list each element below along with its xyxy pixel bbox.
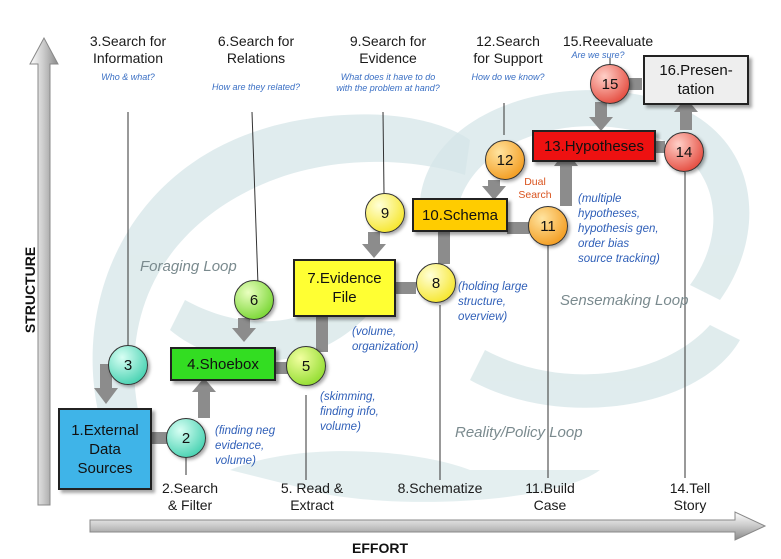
step-circle-14: 14 (664, 132, 704, 172)
label-search-information: 3.Search for Information (89, 33, 167, 66)
label-search-evidence: 9.Search for Evidence (349, 33, 427, 66)
hint-search-support: How do we know? (471, 72, 545, 82)
box-shoebox: 4.Shoebox (170, 347, 276, 381)
label-build-case: 11.Build Case (525, 480, 575, 513)
label-tell-story: 14.Tell Story (669, 480, 711, 513)
note-step-5: (skimming, finding info, volume) (320, 391, 379, 433)
structure-axis-label: STRUCTURE (22, 246, 38, 334)
label-search-filter: 2.Search & Filter (161, 480, 219, 513)
label-search-support: 12.Search for Support (473, 33, 543, 66)
loop-label-foraging: Foraging Loop (140, 258, 237, 275)
box-schema: 10.Schema (412, 198, 508, 232)
box-evidence-file: 7.Evidence File (293, 259, 396, 317)
hint-search-relations: How are they related? (211, 82, 301, 92)
step-circle-12: 12 (485, 140, 525, 180)
label-schematize: 8.Schematize (397, 480, 483, 496)
note-step-11: (multiple hypotheses, hypothesis gen, or… (578, 193, 660, 265)
label-read-extract: 5. Read & Extract (280, 480, 344, 513)
step-circle-2: 2 (166, 418, 206, 458)
step-circle-5: 5 (286, 346, 326, 386)
box-hypotheses: 13.Hypotheses (532, 130, 656, 162)
note-step-7: (volume, organization) (352, 326, 419, 353)
label-reevaluate: 15.Reevaluate (562, 33, 654, 49)
label-leader-lines (127, 58, 686, 480)
step-circle-11: 11 (528, 206, 568, 246)
label-search-relations: 6.Search for Relations (217, 33, 295, 66)
structure-axis-arrow (29, 36, 59, 506)
hint-search-information: Who & what? (101, 72, 155, 82)
step-circle-6: 6 (234, 280, 274, 320)
effort-axis-label: EFFORT (352, 540, 408, 556)
hint-reevaluate: Are we sure? (571, 50, 625, 60)
step-circle-3: 3 (108, 345, 148, 385)
box-external-data-sources: 1.External Data Sources (58, 408, 152, 490)
dual-search-label: Dual Search (518, 176, 552, 201)
step-circle-15: 15 (590, 64, 630, 104)
loop-label-reality: Reality/Policy Loop (455, 424, 583, 441)
note-step-2: (finding neg evidence, volume) (215, 425, 276, 467)
loop-label-sensemaking: Sensemaking Loop (560, 292, 689, 309)
hint-search-evidence: What does it have to do with the problem… (336, 72, 440, 93)
note-step-8: (holding large structure, overview) (458, 281, 528, 323)
reality-loop-swirl (230, 451, 600, 502)
box-presentation: 16.Presen- tation (643, 55, 749, 105)
step-circle-9: 9 (365, 193, 405, 233)
step-circle-8: 8 (416, 263, 456, 303)
effort-axis-arrow (89, 511, 767, 541)
